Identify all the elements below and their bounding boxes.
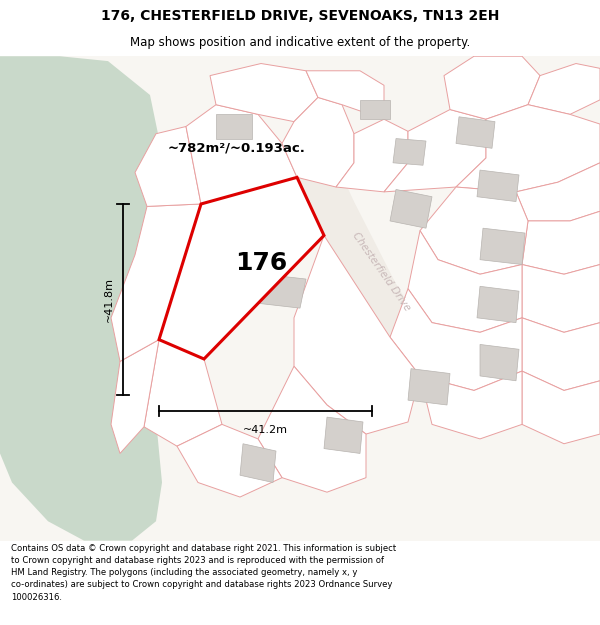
Polygon shape <box>294 124 468 376</box>
Polygon shape <box>444 56 540 119</box>
Polygon shape <box>420 187 528 274</box>
Polygon shape <box>522 264 600 332</box>
Polygon shape <box>408 231 522 332</box>
Polygon shape <box>210 64 318 122</box>
Polygon shape <box>0 56 162 541</box>
Polygon shape <box>477 286 519 322</box>
Polygon shape <box>516 162 600 221</box>
Polygon shape <box>240 444 276 483</box>
Polygon shape <box>111 339 159 454</box>
Polygon shape <box>159 177 324 359</box>
Text: Map shows position and indicative extent of the property.: Map shows position and indicative extent… <box>130 36 470 49</box>
Text: 176, CHESTERFIELD DRIVE, SEVENOAKS, TN13 2EH: 176, CHESTERFIELD DRIVE, SEVENOAKS, TN13… <box>101 9 499 22</box>
Polygon shape <box>480 228 525 264</box>
Polygon shape <box>186 104 297 204</box>
Polygon shape <box>144 339 222 446</box>
Polygon shape <box>258 366 366 493</box>
Polygon shape <box>420 371 522 439</box>
Polygon shape <box>522 211 600 274</box>
Text: 176: 176 <box>235 251 287 275</box>
Polygon shape <box>282 98 354 187</box>
Polygon shape <box>390 189 432 228</box>
Polygon shape <box>522 371 600 444</box>
Polygon shape <box>384 109 486 192</box>
Polygon shape <box>522 318 600 391</box>
Polygon shape <box>336 119 408 192</box>
Polygon shape <box>225 231 273 264</box>
Polygon shape <box>393 139 426 165</box>
Polygon shape <box>480 344 519 381</box>
Polygon shape <box>456 117 495 148</box>
Text: ~41.2m: ~41.2m <box>243 426 288 436</box>
Polygon shape <box>258 274 306 308</box>
Polygon shape <box>390 289 522 391</box>
Polygon shape <box>528 64 600 114</box>
Text: Chesterfield Drive: Chesterfield Drive <box>350 231 412 313</box>
Polygon shape <box>360 100 390 119</box>
Text: Contains OS data © Crown copyright and database right 2021. This information is : Contains OS data © Crown copyright and d… <box>11 544 396 602</box>
Polygon shape <box>306 71 384 119</box>
Polygon shape <box>477 170 519 201</box>
Polygon shape <box>177 424 282 497</box>
Polygon shape <box>456 104 600 192</box>
Polygon shape <box>135 126 201 206</box>
Polygon shape <box>111 204 201 361</box>
Polygon shape <box>408 369 450 405</box>
Text: ~782m²/~0.193ac.: ~782m²/~0.193ac. <box>168 142 306 155</box>
Polygon shape <box>294 236 420 434</box>
Polygon shape <box>216 114 252 139</box>
Text: ~41.8m: ~41.8m <box>104 277 114 322</box>
Polygon shape <box>324 417 363 454</box>
